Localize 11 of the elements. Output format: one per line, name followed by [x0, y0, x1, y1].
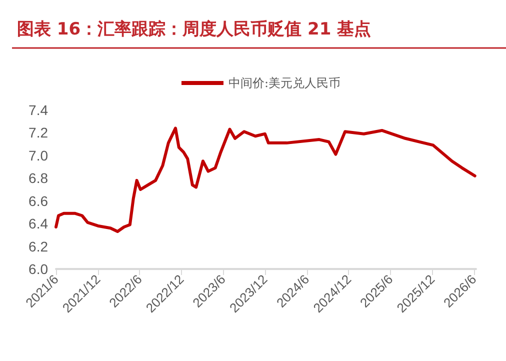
- y-tick-label: 7.2: [28, 124, 48, 141]
- y-tick-label: 6.0: [28, 261, 48, 277]
- legend-label: 中间价:美元兑人民币: [228, 76, 341, 90]
- y-tick-label: 6.4: [28, 216, 48, 232]
- y-tick-label: 6.8: [28, 170, 48, 186]
- y-tick-label: 6.6: [28, 192, 48, 209]
- y-tick-label: 6.2: [28, 238, 48, 254]
- chart-title: 图表 16：汇率跟踪：周度人民币贬值 21 基点: [17, 20, 372, 40]
- line-series: [54, 126, 476, 234]
- y-tick-label: 7.0: [28, 147, 48, 164]
- y-tick-label: 7.4: [28, 102, 48, 118]
